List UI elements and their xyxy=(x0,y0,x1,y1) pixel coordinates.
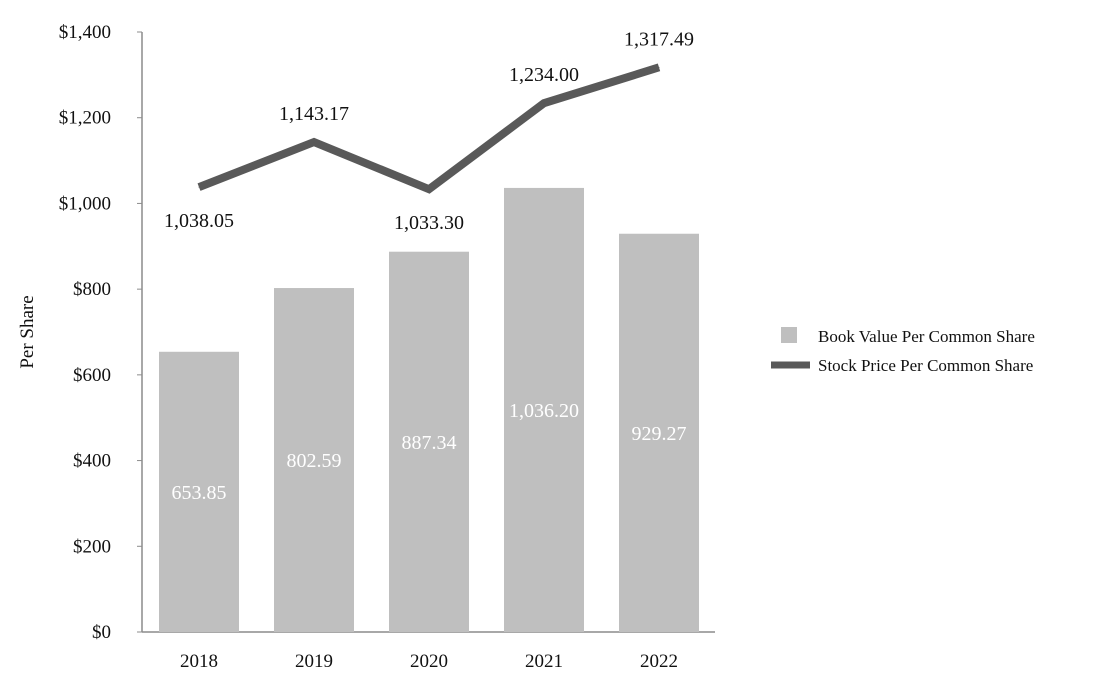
line-value-label: 1,317.49 xyxy=(624,28,694,50)
y-tick-label: $0 xyxy=(92,622,111,643)
y-tick-label: $600 xyxy=(73,365,111,386)
line-value-label: 1,033.30 xyxy=(394,212,464,234)
bar-series: 653.85 802.59 887.34 1,036.20 929.27 xyxy=(159,187,699,632)
x-tick-label: 2020 xyxy=(410,651,448,672)
line-point xyxy=(198,186,200,188)
line-series: 1,038.05 1,143.17 1,033.30 1,234.00 1,317.49 xyxy=(164,28,694,234)
x-axis: 2018 2019 2020 2021 2022 xyxy=(142,631,715,672)
line-value-label: 1,038.05 xyxy=(164,210,234,232)
y-axis-label: Per Share xyxy=(17,295,38,368)
bar-value-label: 929.27 xyxy=(632,423,687,445)
bar-value-label: 653.85 xyxy=(172,482,227,504)
y-axis: $0 $200 $400 $600 $800 $1,000 $1,200 $1,400 xyxy=(59,22,143,643)
y-tick-label: $1,400 xyxy=(59,22,111,43)
x-tick-label: 2022 xyxy=(640,651,678,672)
line-point xyxy=(428,188,430,190)
legend-label-book-value: Book Value Per Common Share xyxy=(818,327,1035,346)
stock-price-line xyxy=(197,63,661,194)
bar xyxy=(504,187,584,632)
line-point xyxy=(658,66,660,68)
legend-label-stock-price: Stock Price Per Common Share xyxy=(818,356,1033,375)
bar-value-label: 887.34 xyxy=(402,432,457,454)
x-tick-label: 2019 xyxy=(295,651,333,672)
y-tick-label: $800 xyxy=(73,279,111,300)
bar-value-label: 802.59 xyxy=(287,450,342,472)
bar-value-label: 1,036.20 xyxy=(509,400,579,422)
y-tick-label: $200 xyxy=(73,536,111,557)
line-point xyxy=(543,102,545,104)
bar xyxy=(274,288,354,632)
bar xyxy=(159,351,239,632)
line-value-label: 1,234.00 xyxy=(509,64,579,86)
line-point xyxy=(313,141,315,143)
x-tick-label: 2018 xyxy=(180,651,218,672)
legend: Book Value Per Common Share Stock Price P… xyxy=(771,327,1035,375)
legend-swatch-bar xyxy=(781,327,797,343)
x-tick-label: 2021 xyxy=(525,651,563,672)
y-tick-label: $400 xyxy=(73,451,111,472)
bar xyxy=(389,251,469,632)
y-tick-label: $1,000 xyxy=(59,193,111,214)
line-value-label: 1,143.17 xyxy=(279,103,349,125)
bar xyxy=(619,233,699,632)
y-tick-label: $1,200 xyxy=(59,108,111,129)
